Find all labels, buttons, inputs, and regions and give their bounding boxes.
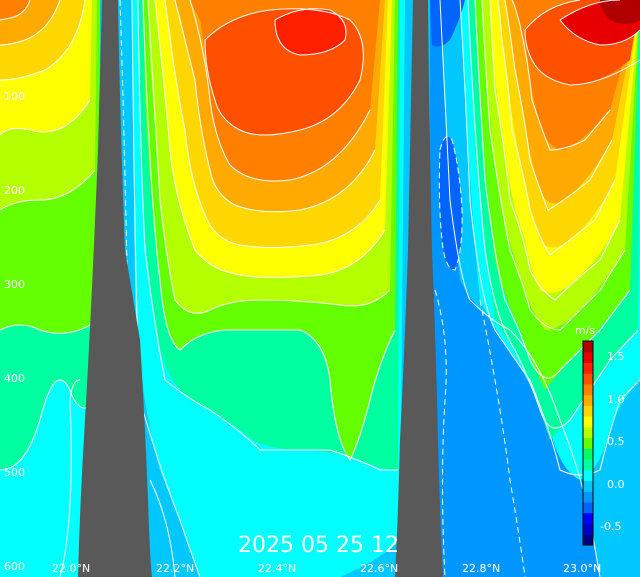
depth-label: 300 (4, 278, 25, 291)
colorbar-swatch (583, 394, 593, 406)
colorbar-swatch (583, 469, 593, 482)
latitude-label: 22.2°N (156, 562, 194, 575)
colorbar-swatch (583, 373, 593, 385)
colorbar-swatch (583, 437, 593, 449)
ridge-right (395, 0, 443, 577)
latitude-label: 22.4°N (258, 562, 296, 575)
depth-label: 200 (4, 184, 25, 197)
depth-label: 100 (4, 90, 25, 103)
latitude-label: 22.0°N (52, 562, 90, 575)
colorbar-frame (582, 340, 594, 546)
colorbar-swatch (583, 448, 593, 460)
colorbar-label: 0.0 (607, 478, 625, 491)
colorbar-swatch (583, 383, 593, 396)
colorbar-swatch (583, 502, 593, 514)
latitude-label: 23.0°N (563, 562, 601, 575)
colorbar-swatch (583, 534, 593, 546)
ridge-left (78, 0, 152, 577)
colorbar-swatch (583, 523, 593, 535)
timestamp-title: 2025 05 25 12 (238, 533, 399, 558)
depth-label: 600 (4, 560, 25, 573)
seafloor-ridges (78, 0, 443, 577)
colorbar-swatches (583, 341, 593, 546)
colorbar-label: -0.5 (600, 520, 621, 533)
colorbar-swatch (583, 480, 593, 492)
depth-axis: 100 200 300 400 500 600 (4, 90, 25, 573)
colorbar: m/s 1.5 1.0 0.5 0.0 -0.5 (575, 324, 625, 546)
colorbar-swatch (583, 512, 593, 525)
colorbar-swatch (583, 426, 593, 439)
colorbar-swatch (583, 341, 593, 353)
latitude-label: 22.6°N (360, 562, 398, 575)
depth-label: 400 (4, 372, 25, 385)
colorbar-swatch (583, 491, 593, 503)
colorbar-label: 1.5 (607, 350, 625, 363)
colorbar-swatch (583, 351, 593, 363)
colorbar-units: m/s (575, 324, 595, 337)
colorbar-swatch (583, 362, 593, 374)
colorbar-swatch (583, 405, 593, 417)
colorbar-swatch (583, 459, 593, 471)
colorbar-label: 0.5 (607, 435, 625, 448)
latitude-axis: 22.0°N 22.2°N 22.4°N 22.6°N 22.8°N 23.0°… (52, 562, 601, 575)
depth-label: 500 (4, 466, 25, 479)
colorbar-label: 1.0 (607, 393, 625, 406)
latitude-label: 22.8°N (462, 562, 500, 575)
left-jet-field (0, 0, 100, 577)
colorbar-swatch (583, 416, 593, 428)
middle-jet-field (119, 0, 410, 577)
